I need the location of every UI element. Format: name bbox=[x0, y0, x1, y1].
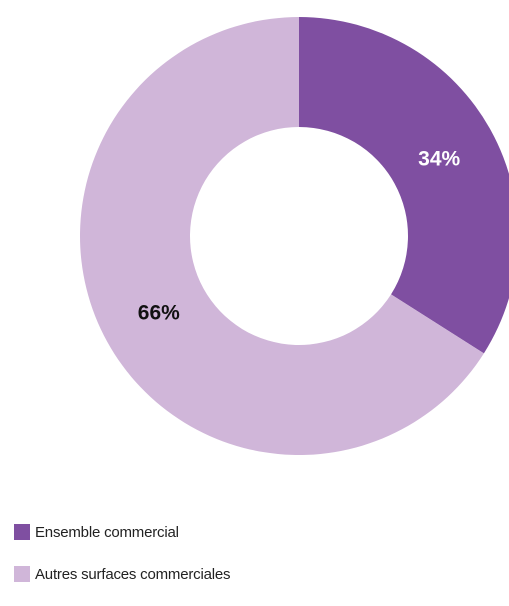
slice-autres-surfaces-commerciales[interactable] bbox=[79, 17, 484, 455]
legend-item-ensemble-commercial[interactable]: Ensemble commercial bbox=[14, 522, 230, 542]
slice-label-autres-surfaces-commerciales: 66% bbox=[138, 302, 180, 325]
legend-label-autres-surfaces-commerciales: Autres surfaces commerciales bbox=[35, 565, 231, 583]
legend: Ensemble commercial Autres surfaces comm… bbox=[14, 522, 230, 606]
slice-label-ensemble-commercial: 34% bbox=[418, 147, 460, 170]
legend-label-ensemble-commercial: Ensemble commercial bbox=[35, 523, 179, 541]
legend-swatch-ensemble-commercial bbox=[14, 524, 30, 540]
slice-ensemble-commercial[interactable] bbox=[299, 17, 509, 354]
legend-swatch-autres-surfaces-commerciales bbox=[14, 566, 30, 582]
donut-chart: 34% 66% bbox=[79, 17, 509, 455]
legend-item-autres-surfaces-commerciales[interactable]: Autres surfaces commerciales bbox=[14, 564, 230, 584]
